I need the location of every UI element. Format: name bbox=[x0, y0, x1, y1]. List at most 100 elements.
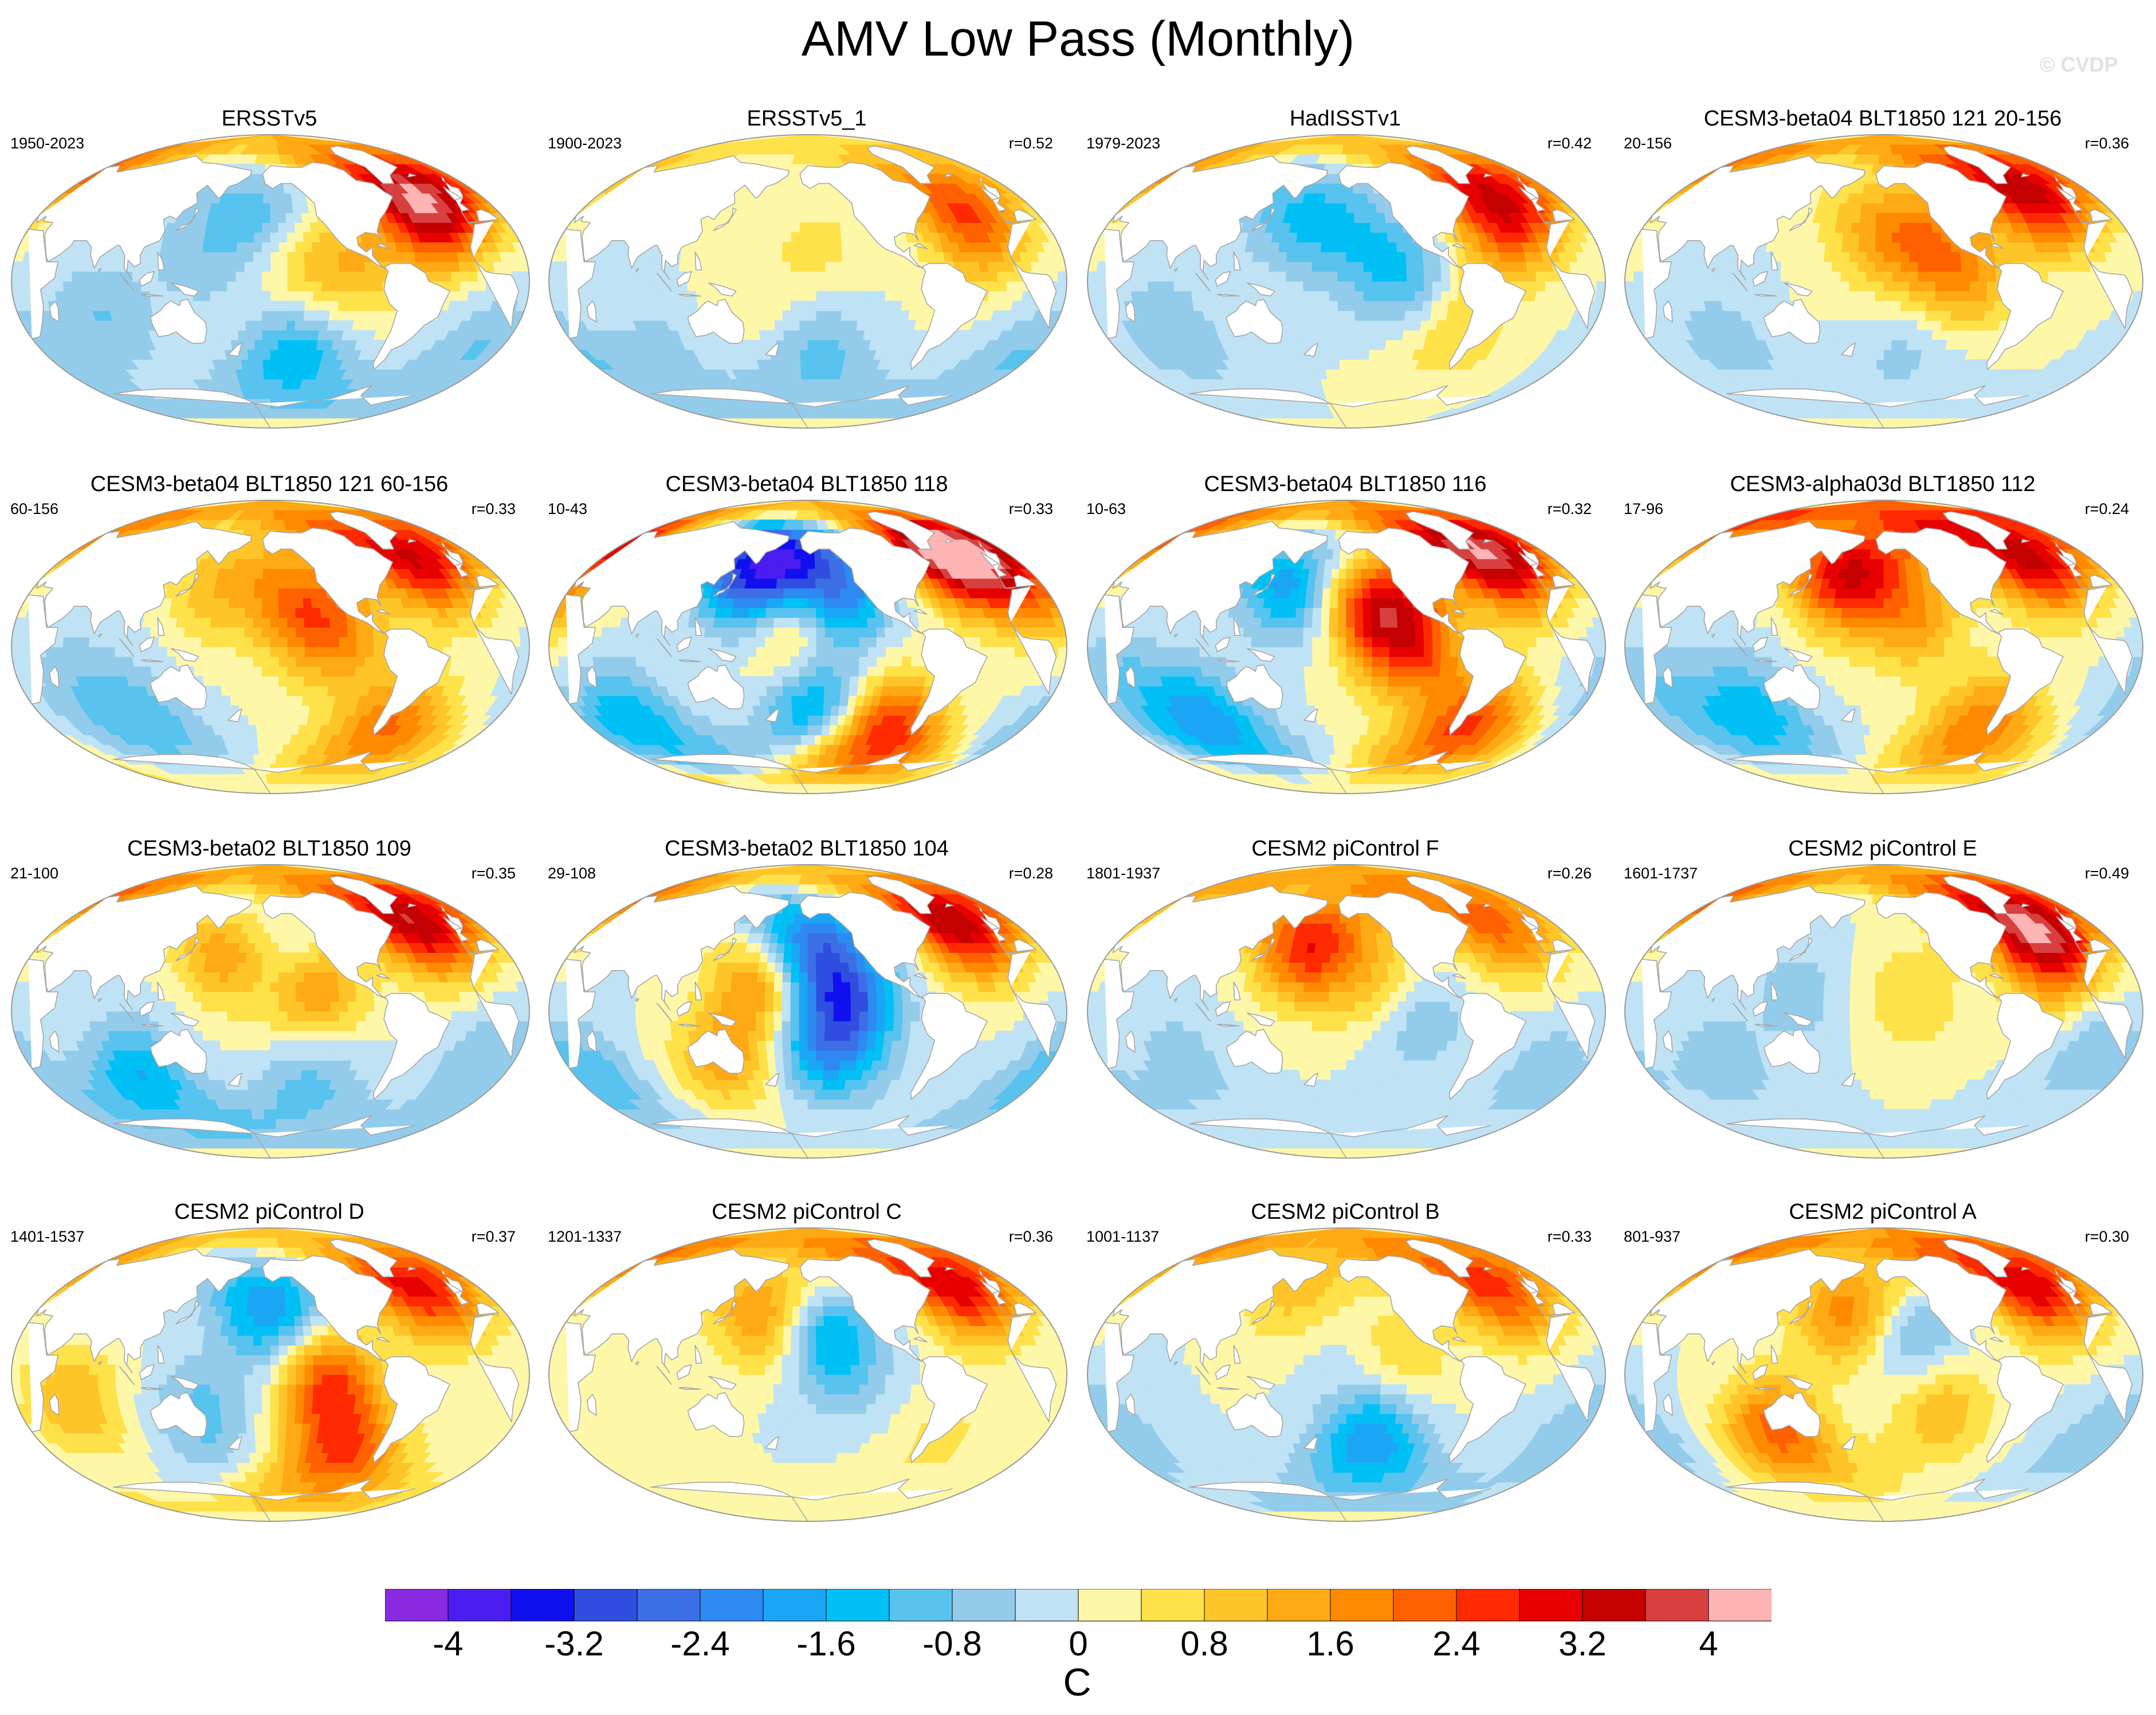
sst-cell bbox=[1260, 261, 1270, 272]
sst-cell bbox=[1387, 320, 1397, 331]
sst-cell bbox=[1404, 242, 1415, 253]
sst-cell bbox=[848, 320, 858, 331]
sst-cell bbox=[1294, 291, 1304, 301]
sst-cell bbox=[1329, 281, 1338, 292]
sst-cell bbox=[1827, 329, 1837, 340]
sst-cell bbox=[1371, 300, 1381, 311]
sst-cell bbox=[1296, 320, 1306, 331]
sst-cell bbox=[799, 222, 808, 233]
sst-cell bbox=[270, 320, 279, 331]
sst-cell bbox=[311, 320, 321, 331]
sst-cell bbox=[1243, 261, 1253, 272]
sst-cell bbox=[1156, 261, 1167, 272]
sst-cell bbox=[816, 300, 826, 311]
sst-cell bbox=[1337, 271, 1347, 282]
sst-cell bbox=[801, 379, 808, 390]
sst-cell bbox=[254, 222, 263, 233]
sst-cell bbox=[1633, 281, 1643, 292]
sst-cell bbox=[1422, 252, 1432, 262]
sst-cell bbox=[253, 281, 262, 292]
sst-cell bbox=[80, 261, 91, 272]
sst-cell bbox=[823, 329, 833, 340]
sst-cell bbox=[1354, 310, 1364, 321]
sst-cell bbox=[1899, 339, 1908, 350]
sst-cell bbox=[296, 271, 305, 282]
sst-cell bbox=[1261, 242, 1272, 253]
sst-cell bbox=[635, 271, 645, 282]
sst-cell bbox=[830, 339, 840, 350]
sst-cell bbox=[1431, 291, 1442, 301]
sst-cell bbox=[321, 261, 331, 272]
sst-cell bbox=[304, 252, 314, 262]
sst-cell bbox=[253, 310, 262, 321]
sst-cell bbox=[329, 252, 339, 262]
sst-cell bbox=[807, 252, 817, 262]
sst-cell bbox=[1432, 271, 1442, 282]
sst-cell bbox=[262, 193, 271, 203]
sst-cell bbox=[19, 281, 30, 292]
sst-cell bbox=[1298, 339, 1309, 350]
sst-cell bbox=[849, 310, 859, 321]
sst-cell bbox=[309, 329, 320, 340]
sst-cell bbox=[441, 261, 452, 272]
sst-cell bbox=[791, 242, 800, 253]
sst-cell bbox=[201, 281, 211, 292]
sst-cell bbox=[1277, 271, 1287, 282]
sst-cell bbox=[1869, 359, 1878, 370]
sst-cell bbox=[520, 271, 529, 282]
sst-cell bbox=[1918, 281, 1927, 292]
sst-cell bbox=[791, 339, 801, 350]
sst-cell bbox=[218, 300, 229, 311]
sst-cell bbox=[1397, 300, 1407, 311]
sst-cell bbox=[1883, 359, 1892, 370]
sst-cell bbox=[1337, 291, 1347, 301]
sst-cell bbox=[791, 320, 800, 331]
sst-cell bbox=[1935, 281, 1945, 292]
sst-cell bbox=[1702, 291, 1713, 301]
sst-cell bbox=[177, 242, 188, 253]
sst-cell bbox=[293, 329, 304, 340]
sst-cell bbox=[1891, 339, 1900, 350]
sst-cell bbox=[1346, 271, 1356, 282]
sst-cell bbox=[1746, 300, 1758, 311]
sst-cell bbox=[1942, 310, 1952, 321]
sst-cell bbox=[1958, 310, 1969, 321]
sst-cell bbox=[229, 329, 239, 340]
sst-cell bbox=[791, 310, 800, 321]
sst-cell bbox=[1286, 252, 1296, 262]
sst-cell bbox=[1209, 300, 1220, 311]
sst-cell bbox=[1323, 350, 1332, 360]
sst-cell bbox=[1304, 320, 1314, 331]
sst-cell bbox=[1379, 310, 1389, 321]
sst-cell bbox=[652, 291, 663, 301]
sst-cell bbox=[1843, 329, 1853, 340]
sst-cell bbox=[1329, 261, 1338, 272]
sst-cell bbox=[778, 359, 788, 370]
sst-cell bbox=[1950, 310, 1961, 321]
sst-cell bbox=[346, 252, 356, 262]
sst-cell bbox=[824, 310, 834, 321]
sst-cell bbox=[1387, 232, 1397, 243]
sst-cell bbox=[253, 242, 262, 253]
sst-cell bbox=[1320, 261, 1330, 272]
sst-cell bbox=[62, 271, 73, 282]
sst-cell bbox=[767, 329, 777, 340]
sst-cell bbox=[1898, 350, 1907, 360]
sst-cell bbox=[1875, 320, 1884, 331]
sst-cell bbox=[1277, 261, 1287, 272]
sst-cell bbox=[296, 281, 305, 292]
sst-cell bbox=[249, 183, 258, 194]
sst-cell bbox=[857, 310, 867, 321]
sst-cell bbox=[799, 232, 808, 243]
sst-cell bbox=[626, 291, 637, 301]
sst-cell bbox=[244, 300, 254, 311]
sst-cell bbox=[892, 300, 902, 311]
sst-cell bbox=[1317, 193, 1326, 203]
sst-cell bbox=[1346, 339, 1355, 350]
sst-cell bbox=[210, 281, 219, 292]
sst-cell bbox=[1871, 379, 1879, 390]
sst-cell bbox=[355, 261, 366, 272]
sst-cell bbox=[1303, 300, 1313, 311]
land-polygon bbox=[372, 262, 450, 370]
sst-cell bbox=[245, 320, 255, 331]
